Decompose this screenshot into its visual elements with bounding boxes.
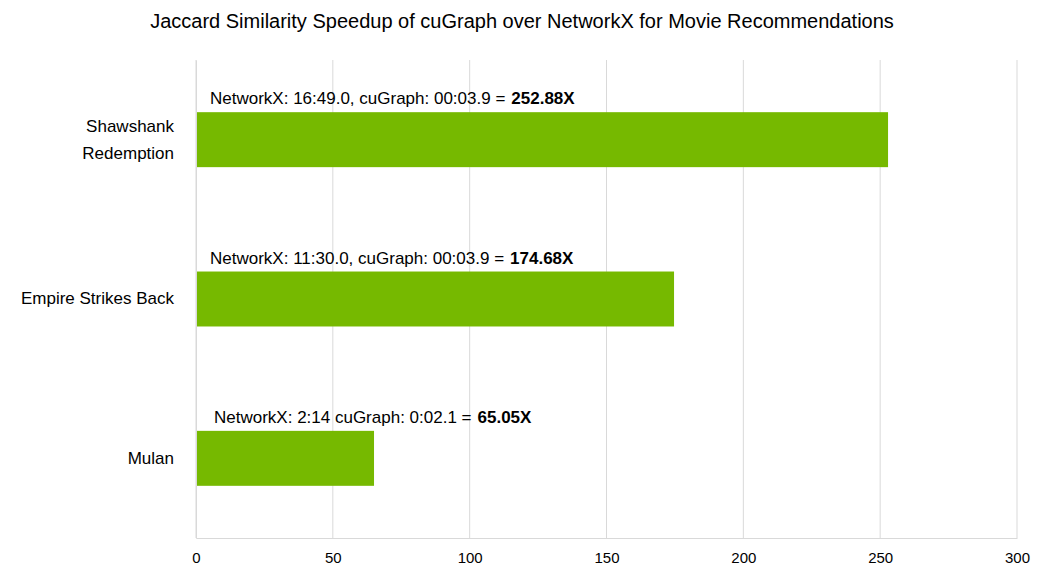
grid-line xyxy=(1017,60,1018,538)
grid xyxy=(196,60,1017,538)
y-tick: Mulan xyxy=(128,449,196,468)
data-label: NetworkX: 16:49.0, cuGraph: 00:03.9 = 252… xyxy=(210,89,575,108)
annotation: NetworkX: 2:14 cuGraph: 0:02.1 = xyxy=(214,408,472,427)
x-tick: 300 xyxy=(1005,538,1030,566)
value-label: 174.68X xyxy=(510,249,574,268)
x-axis: 0 50 100 150 200 250 300 xyxy=(192,538,1030,566)
x-tick-label: 200 xyxy=(731,549,756,566)
x-tick: 200 xyxy=(731,538,756,566)
bars xyxy=(196,112,888,486)
y-tick: Empire Strikes Back xyxy=(21,289,196,308)
value-label: 252.88X xyxy=(511,89,575,108)
chart: Jaccard Similarity Speedup of cuGraph ov… xyxy=(0,0,1044,582)
x-tick: 100 xyxy=(458,538,483,566)
y-axis-line xyxy=(196,61,197,539)
data-label: NetworkX: 2:14 cuGraph: 0:02.1 = 65.05X xyxy=(214,408,532,427)
y-tick-label: Empire Strikes Back xyxy=(21,289,175,308)
annotation: NetworkX: 16:49.0, cuGraph: 00:03.9 = xyxy=(210,89,505,108)
x-tick: 150 xyxy=(594,538,619,566)
bar xyxy=(196,431,374,486)
x-axis-line xyxy=(197,538,1018,539)
annotation: NetworkX: 11:30.0, cuGraph: 00:03.9 = xyxy=(210,249,504,268)
x-tick-label: 100 xyxy=(458,549,483,566)
y-tick-label: Mulan xyxy=(128,449,174,468)
y-tick-label: ShawshankRedemption xyxy=(82,117,174,163)
y-tick: ShawshankRedemption xyxy=(82,117,196,163)
x-tick-label: 300 xyxy=(1005,549,1030,566)
x-tick: 250 xyxy=(868,538,893,566)
x-tick-label: 250 xyxy=(868,549,893,566)
title: Jaccard Similarity Speedup of cuGraph ov… xyxy=(150,10,894,32)
grid-line xyxy=(196,60,197,538)
x-tick-label: 50 xyxy=(325,549,342,566)
bar xyxy=(196,112,888,167)
x-tick: 0 xyxy=(192,538,200,566)
plot: 0 50 100 150 200 250 300 ShawshankRedemption Emp… xyxy=(21,60,1030,566)
data-labels: NetworkX: 16:49.0, cuGraph: 00:03.9 = 252… xyxy=(210,89,575,427)
value-label: 65.05X xyxy=(478,408,533,427)
x-tick-label: 150 xyxy=(594,549,619,566)
data-label: NetworkX: 11:30.0, cuGraph: 00:03.9 = 174… xyxy=(210,249,574,268)
y-axis: ShawshankRedemption Empire Strikes Back Mu… xyxy=(21,61,197,539)
x-tick-label: 0 xyxy=(192,549,200,566)
x-tick: 50 xyxy=(325,538,342,566)
bar xyxy=(196,272,674,327)
